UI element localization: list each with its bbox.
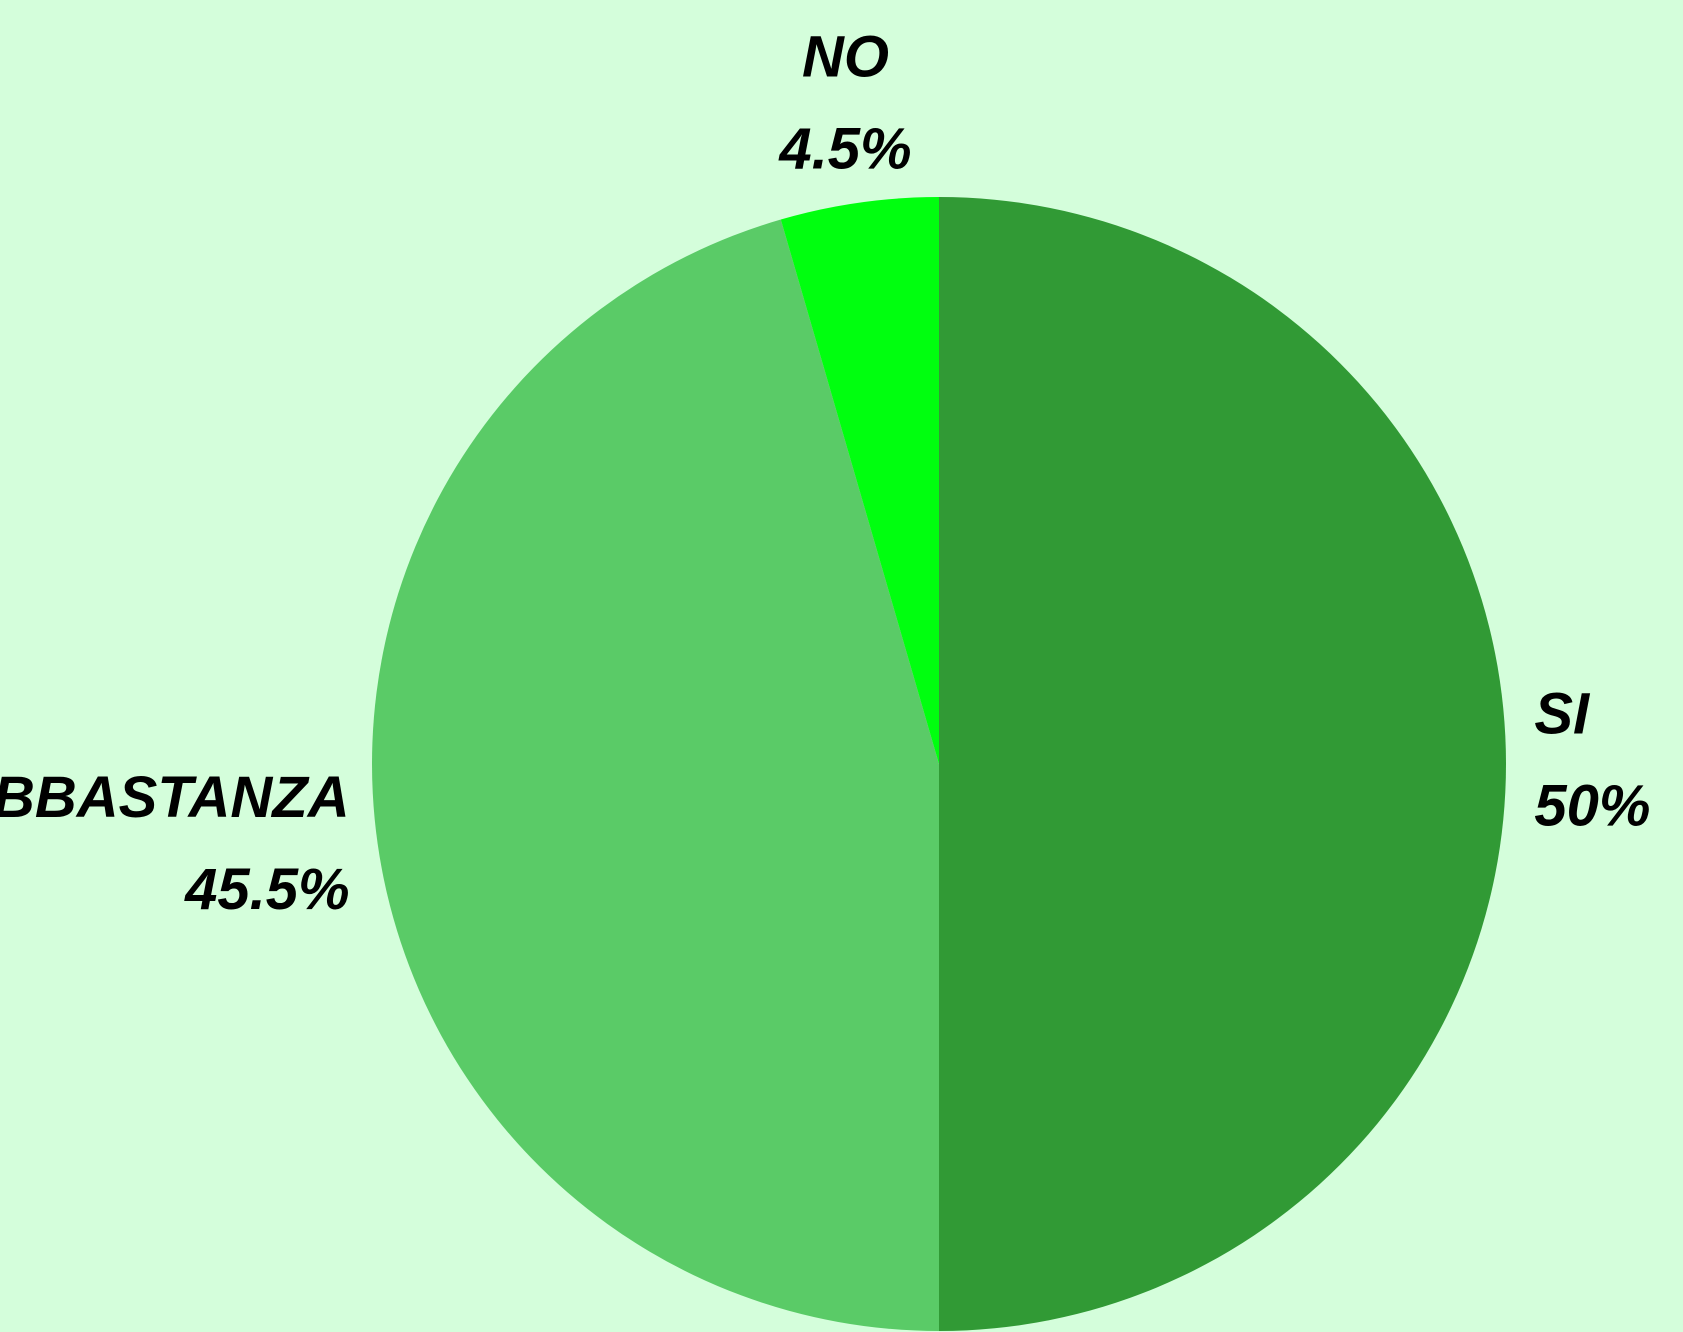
pie-slice [939, 197, 1506, 1331]
slice-value-label: 50% [1534, 773, 1650, 838]
pie-slice [780, 197, 939, 764]
pie-slice [372, 219, 939, 1332]
slice-label: ABBASTANZA [0, 765, 350, 830]
slice-label: NO [802, 25, 889, 90]
slice-value-label: 45.5% [184, 857, 349, 922]
slice-label: SI [1534, 681, 1591, 746]
slice-value-label: 4.5% [778, 117, 911, 182]
